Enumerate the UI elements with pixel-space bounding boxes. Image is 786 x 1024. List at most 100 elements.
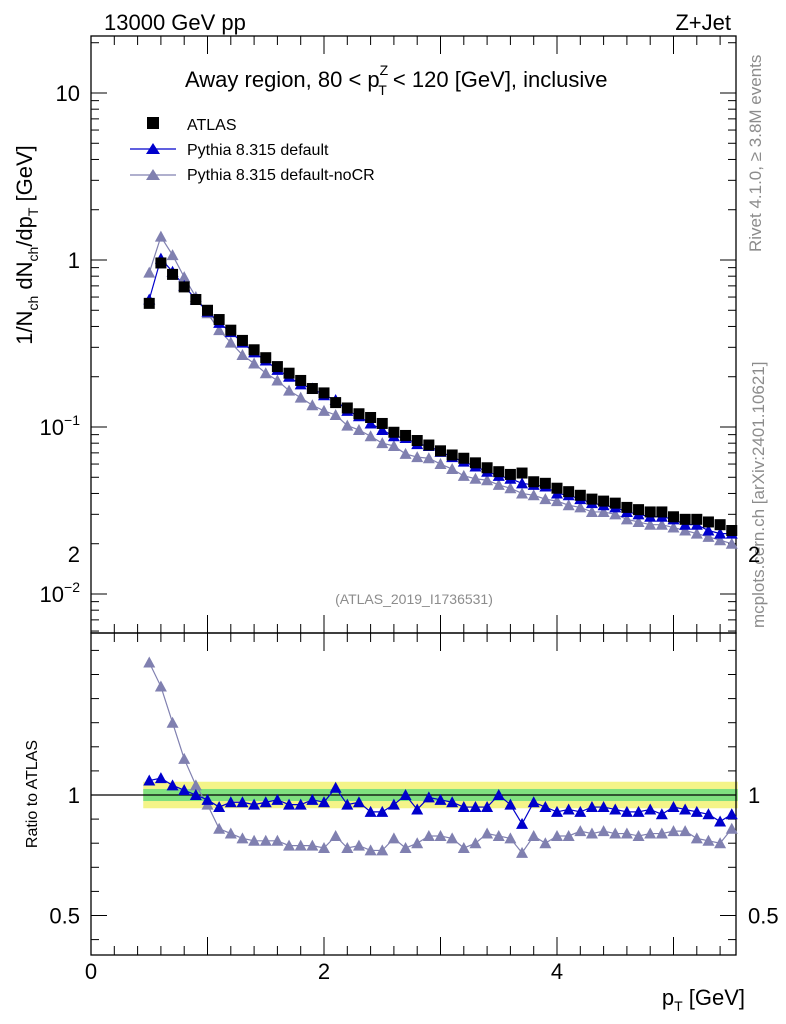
ratio-point-nocr bbox=[644, 827, 657, 839]
main-point-nocr bbox=[667, 521, 680, 533]
rivet-version-label: Rivet 4.1.0, ≥ 3.8M events bbox=[746, 55, 765, 252]
ratio-point-nocr bbox=[213, 822, 226, 834]
main-data-series bbox=[143, 230, 738, 549]
ratio-y-tick-labels: 2 2 1 1 0.5 0.5 bbox=[49, 542, 778, 929]
ratio-point-default bbox=[306, 793, 319, 805]
ratio-point-default bbox=[329, 781, 342, 793]
ratio-point-nocr bbox=[725, 822, 738, 834]
ratio-point-nocr bbox=[376, 844, 389, 856]
ratio-point-nocr bbox=[585, 827, 598, 839]
ratio-y-tick-label-right: 0.5 bbox=[748, 904, 779, 929]
ratio-point-default bbox=[551, 805, 563, 817]
main-point-atlas bbox=[236, 334, 248, 346]
main-point-atlas bbox=[644, 506, 656, 518]
main-point-atlas bbox=[295, 374, 307, 386]
ratio-point-default bbox=[585, 801, 598, 813]
ratio-plot-panel: 2 2 1 1 0.5 0.5 Ratio to ATLAS bbox=[24, 542, 779, 956]
main-point-atlas bbox=[271, 361, 283, 373]
main-point-atlas bbox=[190, 294, 202, 306]
main-point-atlas bbox=[504, 468, 516, 480]
ratio-point-nocr bbox=[655, 827, 668, 839]
ratio-point-default bbox=[620, 805, 633, 817]
main-point-atlas bbox=[283, 367, 295, 379]
main-point-nocr bbox=[143, 266, 156, 278]
ratio-line-nocr bbox=[148, 662, 733, 854]
ratio-point-nocr bbox=[562, 829, 575, 841]
ratio-point-nocr bbox=[178, 752, 191, 764]
x-tick-label: 4 bbox=[551, 959, 563, 984]
ratio-y-tick-label: 0.5 bbox=[49, 904, 80, 929]
ratio-point-default bbox=[504, 798, 517, 810]
ratio-point-default bbox=[481, 801, 494, 813]
ratio-point-nocr bbox=[318, 842, 330, 854]
main-point-atlas bbox=[714, 519, 726, 531]
ratio-point-default bbox=[178, 784, 191, 796]
main-point-nocr bbox=[213, 324, 226, 336]
energy-label: 13000 GeV pp bbox=[104, 10, 246, 35]
ratio-point-default bbox=[516, 817, 529, 829]
ratio-point-nocr bbox=[364, 844, 377, 856]
ratio-point-nocr bbox=[422, 829, 435, 841]
ratio-point-nocr bbox=[609, 827, 622, 839]
ratio-point-default bbox=[644, 803, 657, 815]
main-point-nocr bbox=[224, 336, 237, 348]
ratio-point-nocr bbox=[620, 827, 633, 839]
process-label: Z+Jet bbox=[675, 10, 731, 35]
ratio-y-tick-label-right: 2 bbox=[748, 542, 760, 567]
ratio-point-default bbox=[387, 798, 400, 810]
main-point-nocr bbox=[329, 408, 342, 420]
main-point-nocr bbox=[376, 437, 389, 449]
main-point-nocr bbox=[341, 419, 354, 431]
main-point-atlas bbox=[178, 281, 190, 293]
main-point-default bbox=[516, 477, 529, 489]
main-point-atlas bbox=[435, 445, 446, 457]
ratio-point-nocr bbox=[481, 827, 494, 839]
main-point-atlas bbox=[318, 387, 330, 399]
ratio-point-default bbox=[213, 801, 226, 813]
main-point-nocr bbox=[457, 469, 470, 481]
ratio-point-nocr bbox=[446, 832, 459, 844]
ratio-point-nocr bbox=[679, 825, 692, 837]
ratio-point-default bbox=[376, 805, 389, 817]
main-point-atlas bbox=[481, 462, 493, 474]
ratio-point-default bbox=[422, 791, 435, 803]
ratio-point-default bbox=[364, 805, 377, 817]
main-point-atlas bbox=[167, 268, 179, 280]
main-point-atlas bbox=[248, 344, 260, 356]
main-point-atlas bbox=[213, 314, 225, 326]
main-y-tick-label: 10−2 bbox=[40, 579, 81, 607]
main-point-nocr bbox=[585, 505, 598, 517]
main-point-nocr bbox=[492, 478, 505, 490]
ratio-point-default bbox=[539, 801, 552, 813]
main-point-nocr bbox=[387, 439, 400, 451]
main-point-nocr bbox=[702, 530, 715, 542]
main-point-atlas bbox=[388, 426, 400, 438]
ratio-point-nocr bbox=[492, 829, 505, 841]
ratio-point-nocr bbox=[271, 834, 284, 846]
ratio-point-default bbox=[341, 798, 354, 810]
main-point-nocr bbox=[306, 399, 319, 411]
main-point-atlas bbox=[458, 452, 470, 464]
ratio-point-nocr bbox=[259, 834, 272, 846]
ratio-point-nocr bbox=[306, 839, 319, 851]
legend-default-marker bbox=[146, 143, 160, 154]
main-point-atlas bbox=[143, 297, 155, 309]
main-point-nocr bbox=[527, 489, 540, 501]
ratio-axis-ticks bbox=[90, 633, 736, 955]
ratio-point-nocr bbox=[248, 834, 261, 846]
main-line-nocr bbox=[148, 235, 732, 545]
main-point-atlas bbox=[539, 477, 551, 489]
ratio-point-default bbox=[248, 798, 261, 810]
ratio-point-default bbox=[679, 803, 692, 815]
main-point-atlas bbox=[668, 511, 679, 523]
main-point-nocr bbox=[446, 463, 459, 475]
main-point-nocr bbox=[481, 474, 494, 486]
ratio-point-nocr bbox=[352, 839, 365, 851]
ratio-point-default bbox=[154, 772, 167, 784]
main-point-atlas bbox=[155, 257, 167, 269]
main-point-default bbox=[702, 524, 715, 536]
main-point-nocr bbox=[178, 271, 191, 283]
ratio-point-nocr bbox=[632, 829, 645, 841]
ratio-data-series bbox=[143, 656, 738, 858]
